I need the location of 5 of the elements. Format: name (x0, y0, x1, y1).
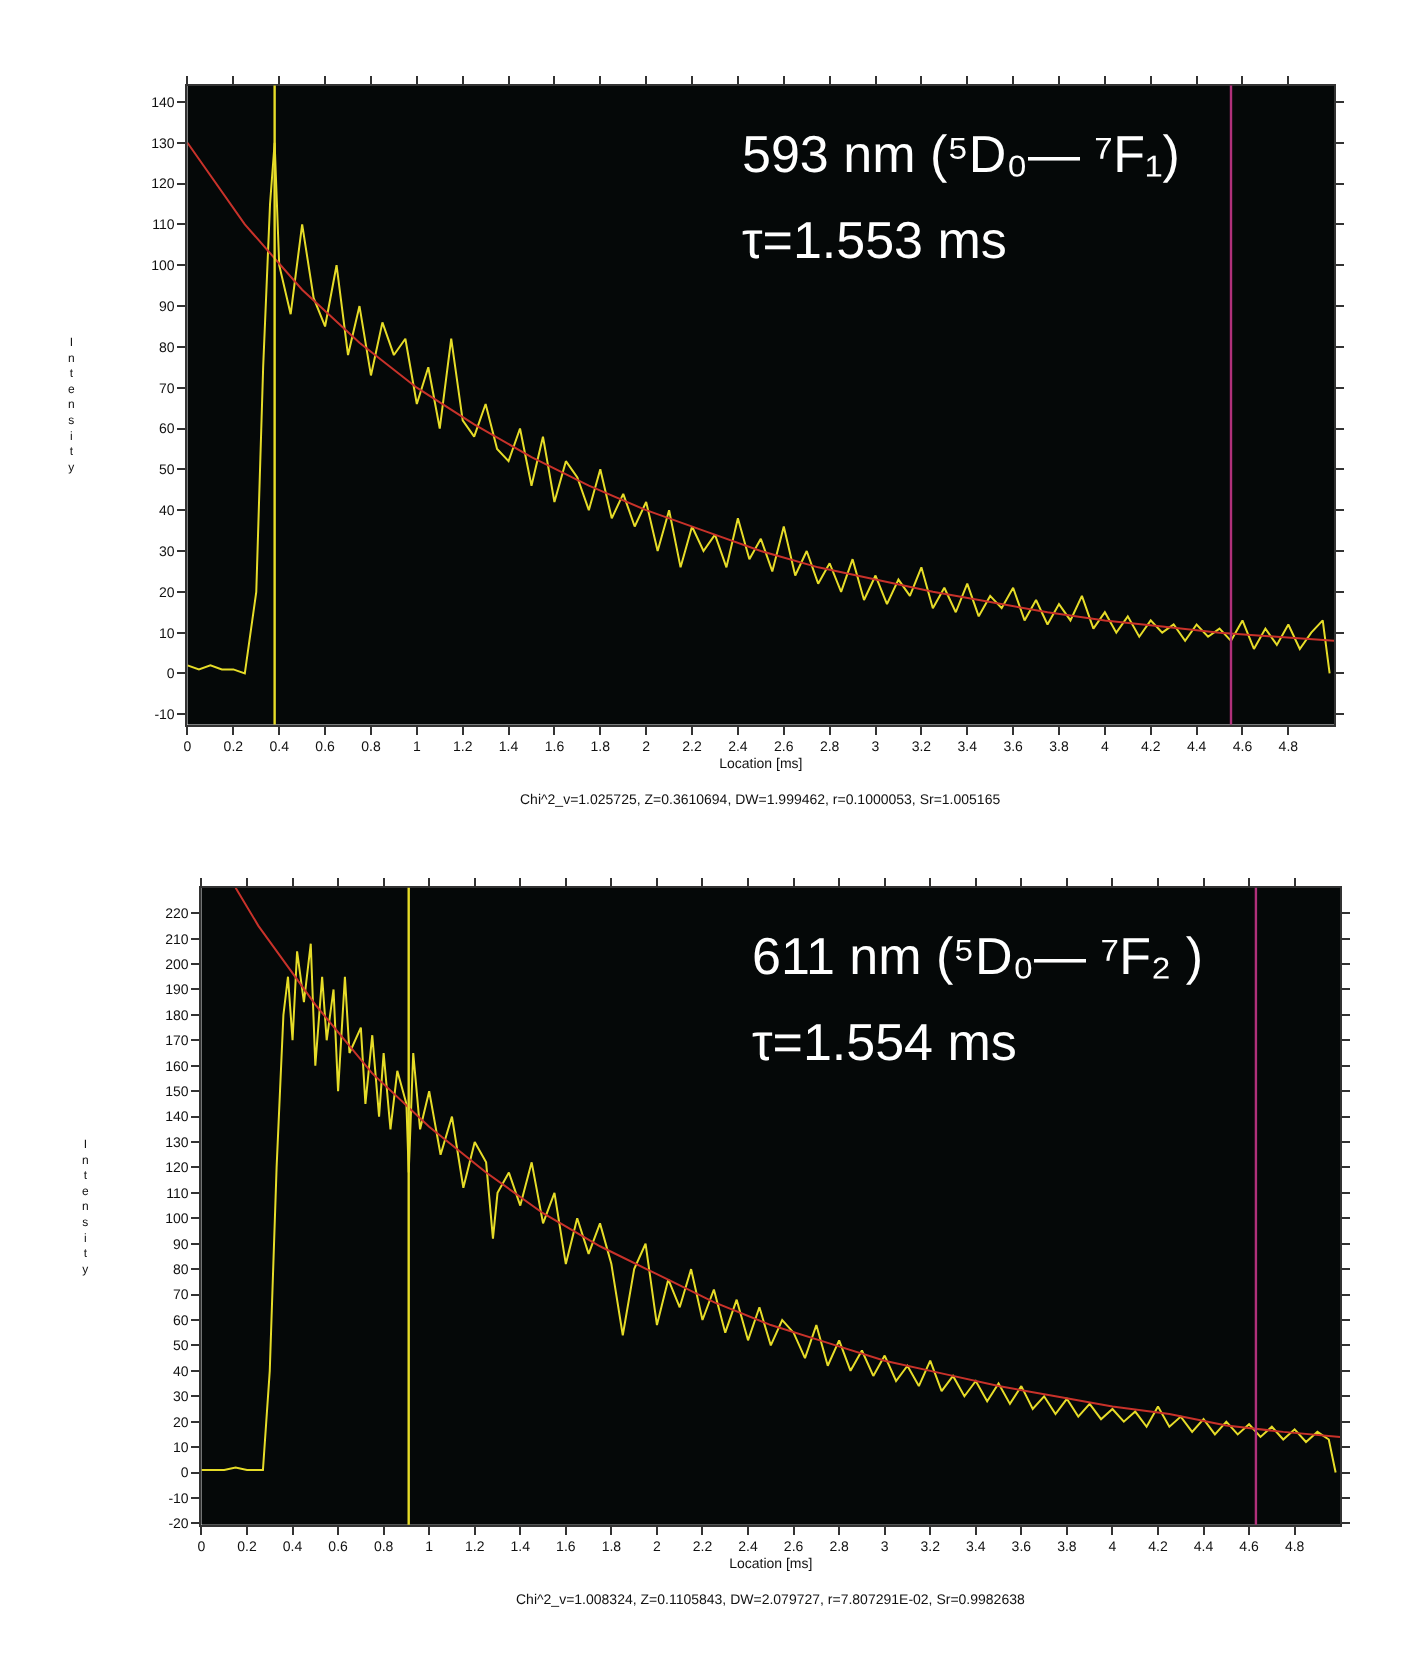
annotation: τ=1.553 ms (742, 210, 1007, 270)
annotation: 611 nm (⁵D₀— ⁷F₂ ) (752, 926, 1204, 986)
annotation: τ=1.554 ms (752, 1012, 1017, 1072)
annotation: 593 nm (⁵D₀— ⁷F₁) (742, 124, 1180, 184)
line-series (234, 887, 1341, 1438)
